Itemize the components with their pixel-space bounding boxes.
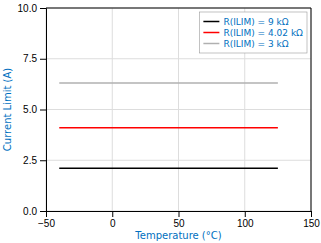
series-line bbox=[59, 82, 278, 84]
x-axis-line bbox=[47, 212, 312, 218]
legend-frame bbox=[199, 12, 307, 53]
grid-line-y bbox=[46, 109, 311, 110]
grid bbox=[46, 8, 311, 211]
y-axis-tick-mark bbox=[40, 110, 46, 111]
x-axis-tick-label: 100 bbox=[237, 218, 254, 229]
y-axis-tick: 10.0 bbox=[18, 3, 46, 14]
x-axis-tick: 50 bbox=[173, 211, 185, 229]
y-axis-tick-mark bbox=[40, 59, 46, 60]
y-axis: 0.0 2.5 5.0 7.5 10.0 bbox=[18, 3, 47, 217]
y-axis-line bbox=[40, 9, 47, 212]
x-axis-tick-label: 150 bbox=[303, 218, 320, 229]
x-axis: −50 0 50 100 150 bbox=[38, 211, 320, 229]
legend-label: R(ILIM) = 4.02 kΩ bbox=[223, 28, 303, 38]
legend-swatch bbox=[203, 43, 219, 45]
x-axis-tick-label: 50 bbox=[173, 218, 185, 229]
y-axis-tick: 7.5 bbox=[23, 53, 46, 64]
x-axis-tick: 0 bbox=[110, 211, 116, 229]
grid-line-y bbox=[46, 8, 311, 9]
y-axis-tick-mark bbox=[40, 160, 46, 161]
y-axis-tick-label: 2.5 bbox=[23, 155, 37, 166]
y-axis-tick-mark bbox=[40, 8, 46, 9]
grid-line-y bbox=[46, 160, 311, 161]
lines bbox=[59, 83, 278, 168]
y-axis-tick-label: 0.0 bbox=[23, 206, 37, 217]
legend-swatch bbox=[203, 21, 219, 23]
plot: −50 0 50 100 150 0.0 2.5 5.0 7.5 10.0 R(ILIM) = 9 … bbox=[18, 3, 321, 229]
x-axis-tick: −50 bbox=[38, 211, 55, 229]
x-axis-tick-mark bbox=[179, 211, 180, 217]
x-axis-tick-label: 0 bbox=[110, 218, 116, 229]
x-axis-title: Temperature (°C) bbox=[134, 230, 221, 241]
y-axis-tick-label: 5.0 bbox=[23, 104, 37, 115]
grid-line-x bbox=[311, 8, 312, 211]
x-axis-tick: 100 bbox=[237, 211, 254, 229]
legend-swatch bbox=[203, 32, 219, 34]
y-axis-tick: 0.0 bbox=[23, 206, 46, 217]
x-axis-tick-mark bbox=[112, 211, 113, 217]
chart: −50 0 50 100 150 0.0 2.5 5.0 7.5 10.0 R(ILIM) = 9 … bbox=[0, 0, 321, 243]
legend: R(ILIM) = 9 kΩR(ILIM) = 4.02 kΩR(ILIM) =… bbox=[199, 12, 307, 53]
y-axis-tick: 2.5 bbox=[23, 155, 46, 166]
frame-top bbox=[46, 8, 311, 9]
x-axis-tick: 150 bbox=[303, 211, 320, 229]
series-line bbox=[59, 127, 278, 129]
y-axis-tick-mark bbox=[40, 211, 46, 212]
y-axis-tick-label: 7.5 bbox=[23, 53, 37, 64]
x-axis-tick-mark bbox=[311, 211, 312, 217]
legend-label: R(ILIM) = 9 kΩ bbox=[223, 17, 288, 27]
series-line bbox=[59, 168, 278, 170]
frame-right bbox=[311, 8, 312, 211]
legend-label: R(ILIM) = 3 kΩ bbox=[223, 39, 288, 49]
x-axis-tick-mark bbox=[245, 211, 246, 217]
y-axis-title: Current Limit (A) bbox=[2, 68, 13, 151]
y-axis-tick-label: 10.0 bbox=[18, 3, 38, 14]
y-axis-tick: 5.0 bbox=[23, 104, 46, 115]
grid-line-y bbox=[46, 58, 311, 59]
x-axis-tick-label: −50 bbox=[38, 218, 55, 229]
